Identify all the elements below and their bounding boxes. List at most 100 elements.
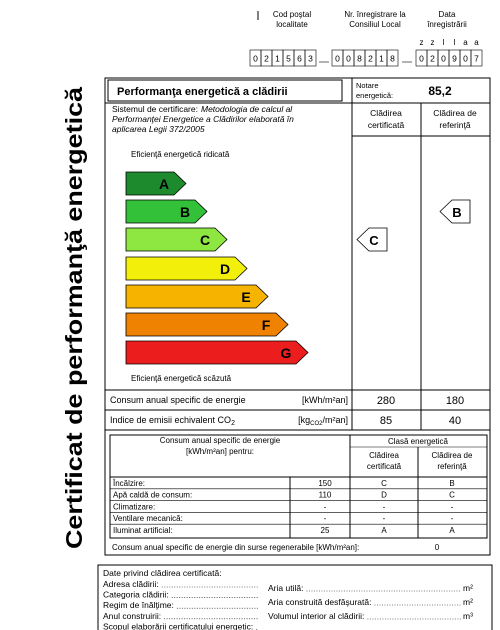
code-digit: 5 <box>286 54 291 64</box>
class-marker-label: C <box>369 233 379 248</box>
field-unit: m² <box>463 583 473 593</box>
breakdown-cell: - <box>324 502 327 511</box>
code-digit: 9 <box>452 54 457 64</box>
breakdown-cell: A <box>381 526 387 535</box>
code-digit: 1 <box>275 54 280 64</box>
breakdown-cell: B <box>449 479 454 488</box>
energy-class-label: E <box>241 289 250 305</box>
energy-class-label: A <box>159 176 169 192</box>
breakdown-cell: 25 <box>321 526 330 535</box>
unit-sub: CO2 <box>310 421 323 427</box>
main-frame <box>104 77 491 556</box>
energy-class-bar <box>125 256 248 281</box>
code-box <box>386 49 399 67</box>
breakdown-cell: 110 <box>319 491 332 500</box>
system-line: Performanţei Energetice a Clădirilor ela… <box>112 114 294 124</box>
code-digit: 6 <box>297 54 302 64</box>
indicator-value: 85 <box>380 415 392 427</box>
indicator-label-text: Indice de emisii echivalent CO <box>110 415 231 425</box>
code-box <box>304 49 317 67</box>
energy-class-bar <box>125 340 309 365</box>
indicator-label: Indice de emisii echivalent CO2 <box>110 415 235 427</box>
code-digit: 0 <box>346 54 351 64</box>
indicator-value: 40 <box>449 415 461 427</box>
unit-part: /m²an] <box>322 415 348 425</box>
header-label: Cod poştal <box>273 10 311 19</box>
column-header: certificată <box>367 462 402 471</box>
column-header: certificată <box>368 120 405 130</box>
header-label: înregistrării <box>426 20 467 29</box>
scale-bottom-label: Eficienţă energetică scăzută <box>131 374 232 383</box>
unit-part: [kg <box>298 415 310 425</box>
indicator-label-sub: 2 <box>231 420 235 427</box>
breakdown-cell: C <box>381 479 387 488</box>
scale-top-label: Eficienţă energetică ridicată <box>131 150 230 159</box>
header-label: Data <box>439 10 456 19</box>
date-format: l <box>443 38 445 47</box>
field-label: Aria utilă: <box>268 583 303 593</box>
column-header: Clădirea de <box>432 451 473 460</box>
building-title: Date privind clădirea certificată: <box>103 568 222 578</box>
code-digit: 2 <box>430 54 435 64</box>
breakdown-cell: - <box>383 502 386 511</box>
code-digit: 2 <box>264 54 269 64</box>
class-header: Clasă energetică <box>388 437 449 446</box>
energy-class-bar <box>125 312 289 337</box>
breakdown-header: [kWh/m²an] pentru: <box>186 447 254 456</box>
breakdown-cell: 150 <box>318 479 332 488</box>
energy-class-label: D <box>220 261 230 277</box>
breakdown-label: Apă caldă de consum: <box>113 491 192 500</box>
date-format: z <box>431 38 435 47</box>
breakdown-label: Climatizare: <box>113 502 155 511</box>
column-header: Clădirea <box>370 108 402 118</box>
breakdown-cell: - <box>451 502 454 511</box>
header-label: Consiliul Local <box>349 20 401 29</box>
column-header: referinţă <box>437 462 467 471</box>
breakdown-label: Ventilare mecanică: <box>113 514 183 523</box>
rating-label: energetică: <box>356 91 393 100</box>
energy-class-label: C <box>200 232 210 248</box>
breakdown-cell: D <box>381 491 387 500</box>
code-digit: 0 <box>441 54 446 64</box>
breakdown-frame <box>109 434 488 539</box>
field-label: Volumul interior al clădirii: <box>268 611 364 621</box>
field-unit: m² <box>463 597 473 607</box>
field-label: Scopul elaborării certificatului energet… <box>103 621 253 630</box>
energy-class-bar <box>125 199 208 224</box>
breakdown-cell: - <box>324 514 327 523</box>
energy-class-bar <box>125 284 269 309</box>
indicator-label: Consum anual specific de energie <box>110 395 246 405</box>
renewable-value: 0 <box>435 543 440 552</box>
system-line: aplicarea Legii 372/2005 <box>112 124 205 134</box>
breakdown-cell: - <box>451 514 454 523</box>
rating: 85,2 <box>428 84 452 98</box>
energy-class-label: B <box>180 204 190 220</box>
indicator-value: 180 <box>446 395 464 407</box>
certificate-title: Certificat de performanţă energetică <box>61 87 87 549</box>
date-format: l <box>454 38 456 47</box>
column-header: Clădirea <box>369 451 399 460</box>
system-text: Sistemul de certificare: Metodologia de c… <box>112 104 293 114</box>
class-marker-label: B <box>452 205 461 220</box>
breakdown-header: Consum anual specific de energie <box>160 436 281 445</box>
system-line: Metodologia de calcul al <box>201 104 293 114</box>
indicator-unit: [kgCO2/m²an] <box>298 415 348 427</box>
breakdown-label: Iluminat artificial: <box>113 526 173 535</box>
code-digit: 8 <box>357 54 362 64</box>
renewable-label: Consum anual specific de energie din sur… <box>112 543 359 552</box>
code-digit: 0 <box>463 54 468 64</box>
date-format: a <box>474 38 479 47</box>
code-digit: 3 <box>308 54 313 64</box>
energy-class-bar <box>125 227 228 252</box>
indicator-value: 280 <box>377 395 395 407</box>
field-unit: m³ <box>463 611 473 621</box>
breakdown-cell: C <box>449 491 455 500</box>
title-box <box>107 79 343 102</box>
building-frame <box>97 564 493 630</box>
performance-title: Performanţa energetică a clădirii <box>117 86 288 98</box>
class-marker <box>439 199 471 224</box>
code-digit: 0 <box>419 54 424 64</box>
column-header: Clădirea de <box>433 108 477 118</box>
code-box <box>470 49 483 67</box>
